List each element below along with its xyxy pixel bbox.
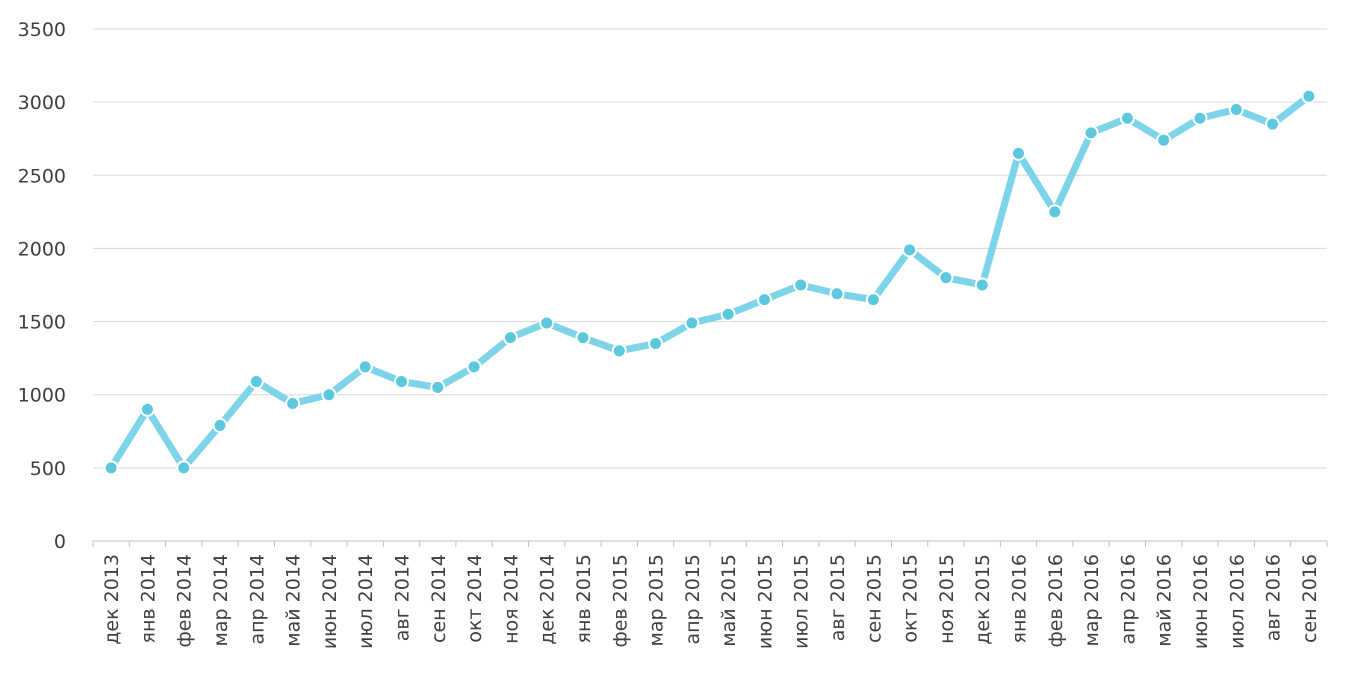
data-point xyxy=(394,374,409,390)
x-tick-label: сен 2015 xyxy=(863,554,885,643)
data-point xyxy=(938,270,954,286)
data-point xyxy=(902,242,918,258)
x-tick-label: окт 2015 xyxy=(900,554,922,643)
y-tick-label: 1000 xyxy=(18,385,66,407)
data-point xyxy=(575,330,591,346)
data-point xyxy=(1192,110,1208,126)
x-tick-label: май 2016 xyxy=(1154,554,1176,647)
x-tick-label: июл 2016 xyxy=(1226,554,1248,649)
y-axis: 0 500 1000 1500 2000 2500 3000 3500 xyxy=(18,19,66,553)
y-tick-label: 1500 xyxy=(18,312,66,334)
x-tick-label: дек 2013 xyxy=(101,554,123,645)
data-point xyxy=(539,315,555,331)
data-point xyxy=(793,277,809,293)
data-point xyxy=(684,315,700,331)
data-point xyxy=(103,460,119,476)
x-tick-label: янв 2016 xyxy=(1009,554,1031,643)
x-tick-label: янв 2015 xyxy=(573,554,595,643)
x-tick-label: сен 2016 xyxy=(1299,554,1321,643)
data-point xyxy=(1228,101,1244,117)
x-tick-label: авг 2014 xyxy=(392,554,414,641)
x-tick-label: авг 2016 xyxy=(1263,554,1285,641)
data-point xyxy=(1047,204,1063,220)
data-point xyxy=(466,359,482,375)
y-tick-label: 0 xyxy=(54,531,66,553)
y-tick-label: 2500 xyxy=(18,165,66,187)
data-point xyxy=(611,343,627,359)
x-tick-label: апр 2014 xyxy=(246,554,268,645)
data-point xyxy=(865,292,881,308)
x-tick-label: дек 2015 xyxy=(972,554,994,645)
x-tick-label: июл 2015 xyxy=(791,554,813,649)
x-axis: дек 2013 янв 2014 фев 2014 мар 2014 апр 2014… xyxy=(92,540,1328,649)
data-point xyxy=(321,387,337,403)
x-tick-label: июн 2016 xyxy=(1190,554,1212,649)
y-tick-label: 3000 xyxy=(18,92,66,114)
x-tick-label: май 2014 xyxy=(283,554,305,647)
data-point xyxy=(357,359,373,375)
data-point xyxy=(502,330,518,346)
x-tick-label: сен 2014 xyxy=(428,554,450,643)
x-tick-label: янв 2014 xyxy=(137,554,159,643)
data-point xyxy=(430,379,446,395)
x-tick-label: ноя 2014 xyxy=(500,554,522,644)
plot-area xyxy=(103,88,1317,476)
data-point xyxy=(1083,125,1099,141)
y-tick-label: 500 xyxy=(30,458,66,480)
data-point xyxy=(1011,145,1026,161)
data-point xyxy=(212,417,228,433)
x-tick-label: июл 2014 xyxy=(355,554,377,649)
data-point xyxy=(139,401,155,417)
data-point xyxy=(1301,88,1317,104)
data-point xyxy=(974,277,990,293)
x-tick-label: июн 2015 xyxy=(754,554,776,649)
data-point xyxy=(176,460,192,476)
data-point xyxy=(248,374,264,390)
x-tick-label: фев 2016 xyxy=(1045,554,1067,648)
gridlines xyxy=(93,28,1327,469)
data-point xyxy=(1119,110,1135,126)
x-tick-label: мар 2014 xyxy=(210,554,232,646)
x-tick-label: апр 2015 xyxy=(682,554,704,645)
x-tick-label: авг 2015 xyxy=(827,554,849,641)
data-point xyxy=(285,395,301,411)
data-point xyxy=(720,306,736,322)
x-tick-label: фев 2015 xyxy=(609,554,631,648)
x-tick-label: ноя 2015 xyxy=(936,554,958,644)
y-tick-label: 2000 xyxy=(18,238,66,260)
x-tick-label: фев 2014 xyxy=(174,554,196,648)
data-point xyxy=(1156,132,1172,148)
x-tick-label: мар 2015 xyxy=(646,554,668,646)
x-tick-label: окт 2014 xyxy=(464,554,486,643)
data-point xyxy=(756,292,772,308)
data-point xyxy=(829,286,845,302)
x-tick-label: апр 2016 xyxy=(1117,554,1139,645)
y-tick-label: 3500 xyxy=(18,19,66,41)
series-line xyxy=(107,92,1313,472)
data-point xyxy=(1265,116,1281,132)
data-point xyxy=(648,336,664,352)
x-tick-label: дек 2014 xyxy=(537,554,559,645)
x-tick-label: июн 2014 xyxy=(319,554,341,649)
x-tick-label: мар 2016 xyxy=(1081,554,1103,646)
x-tick-label: май 2015 xyxy=(718,554,740,647)
